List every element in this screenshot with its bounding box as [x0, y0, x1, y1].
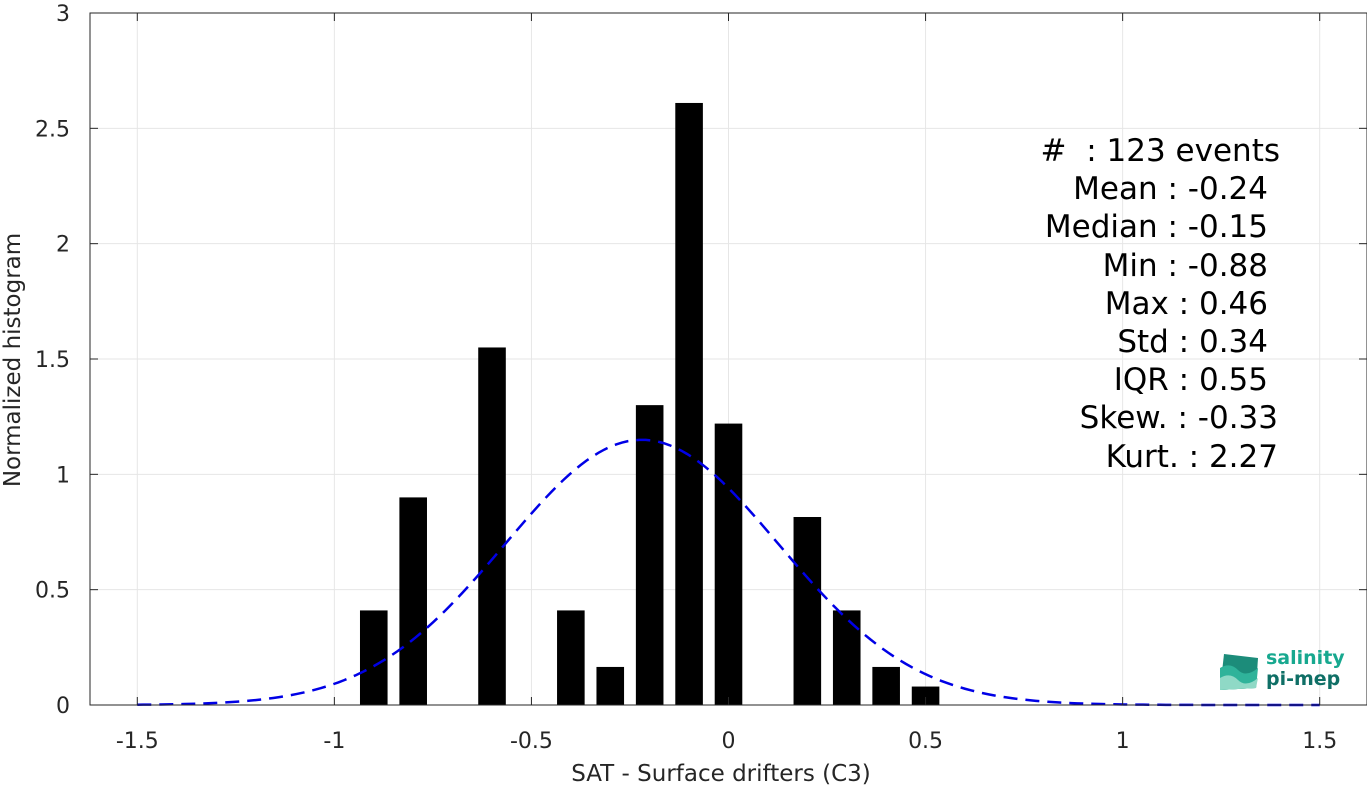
histogram-bar: [596, 666, 625, 705]
logo-wave-icon: [1220, 654, 1258, 690]
histogram-bar: [359, 610, 388, 705]
y-tick-label: 0: [56, 694, 70, 719]
stat-median: Median : -0.15: [1044, 209, 1268, 246]
histogram-bar: [635, 405, 664, 705]
y-tick-label: 1.5: [35, 348, 70, 373]
x-tick-label: -1.5: [116, 729, 159, 754]
histogram-bar: [714, 423, 743, 705]
x-tick-label: -0.5: [510, 729, 553, 754]
x-tick-label: 0: [722, 729, 736, 754]
y-axis-label: Normalized histogram: [0, 233, 26, 487]
x-tick-label: 1: [1116, 729, 1130, 754]
salinity-pimep-logo: salinity pi-mep: [1216, 648, 1346, 694]
stat-skew: Skew. : -0.33: [1079, 400, 1278, 437]
histogram-bar: [832, 610, 861, 705]
histogram-bar: [793, 517, 822, 705]
x-tick-label: -1: [323, 729, 345, 754]
stat-min: Min : -0.88: [1102, 247, 1268, 284]
logo-line1: salinity: [1266, 647, 1345, 669]
histogram-bar: [478, 347, 506, 705]
histogram-bars: [359, 102, 940, 705]
stat-mean: Mean : -0.24: [1073, 171, 1268, 208]
histogram-bar: [557, 610, 585, 705]
stat-count: # : 123 events: [1040, 133, 1280, 169]
histogram-bar: [399, 497, 427, 705]
stat-iqr: IQR : 0.55: [1113, 362, 1268, 399]
x-axis-label: SAT - Surface drifters (C3): [571, 761, 871, 785]
histogram-bar: [911, 686, 940, 705]
y-tick-label: 0.5: [35, 579, 70, 604]
y-tick-label: 3: [56, 2, 70, 27]
logo-text: salinity pi-mep: [1266, 648, 1345, 690]
y-axis-ticks: 0 0.5 1 1.5 2 2.5 3: [35, 2, 1367, 719]
y-tick-label: 1: [56, 463, 70, 488]
stat-max: Max : 0.46: [1104, 285, 1268, 322]
y-tick-label: 2.5: [35, 117, 70, 142]
stat-kurt: Kurt. : 2.27: [1105, 438, 1278, 475]
x-tick-label: 1.5: [1302, 729, 1337, 754]
logo-line2: pi-mep: [1266, 668, 1341, 690]
x-tick-label: 0.5: [908, 729, 943, 754]
statistics-box: # : 123 events Mean : -0.24 Median : -0.…: [960, 132, 1280, 476]
y-tick-label: 2: [56, 233, 70, 258]
stat-std: Std : 0.34: [1117, 324, 1268, 361]
histogram-bar: [675, 102, 703, 705]
x-axis-ticks: -1.5 -1 -0.5 0 0.5 1 1.5: [116, 13, 1337, 754]
histogram-bar: [872, 666, 900, 705]
